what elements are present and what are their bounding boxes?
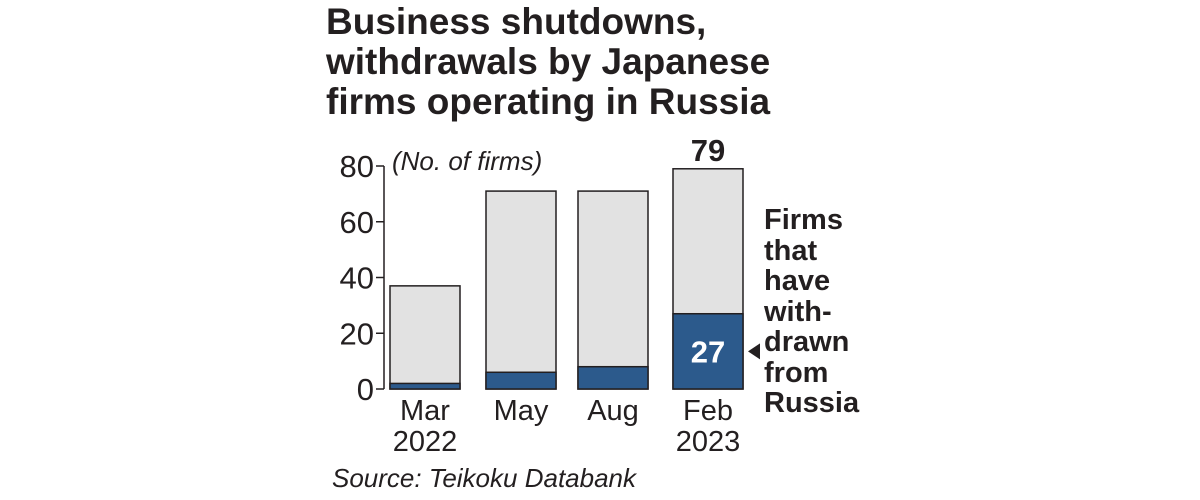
x-category-label: May [494, 395, 549, 427]
y-tick-label: 60 [340, 205, 374, 240]
y-tick-label: 40 [340, 261, 374, 296]
title-line-3: firms operating in Russia [326, 81, 771, 122]
bar-withdrawn [577, 365, 649, 390]
y-tick-label: 0 [357, 372, 374, 407]
x-category-label: Aug [587, 395, 639, 427]
chart-title: Business shutdowns, withdrawals by Japan… [326, 2, 886, 122]
x-category-label: 2022 [393, 426, 458, 458]
withdrawn-series-annotation: Firms that have with- drawn from Russia [764, 205, 904, 419]
annotation-line: Firms [764, 204, 843, 236]
bar-total [389, 285, 461, 390]
title-line-2: withdrawals by Japanese [326, 41, 771, 82]
y-axis: 0 20 40 60 80 [340, 149, 385, 407]
x-category-label: Feb [683, 395, 733, 427]
y-tick-label: 80 [340, 149, 374, 184]
x-category-label: 2023 [676, 426, 741, 458]
annotation-line: drawn [764, 326, 850, 358]
annotation-line: with- [764, 295, 832, 328]
annotation-line: that [764, 234, 818, 267]
annotation-line: have [764, 265, 831, 297]
bar-withdrawn [389, 382, 461, 390]
source-note: Source: Teikoku Databank [332, 463, 637, 493]
data-label-total: 79 [691, 133, 725, 168]
y-tick-label: 20 [340, 316, 374, 351]
data-label-withdrawn: 27 [691, 334, 725, 369]
bars-group: 79 27 [389, 133, 744, 390]
bar-withdrawn [672, 312, 744, 390]
bar-total [485, 190, 557, 390]
annotation-pointer-icon [748, 343, 760, 360]
title-line-1: Business shutdowns, [326, 1, 707, 42]
annotation-line: from [764, 356, 829, 389]
annotation-line: Russia [764, 387, 860, 419]
x-category-label: Mar [400, 395, 450, 427]
bar-withdrawn [485, 371, 557, 390]
bar-total [577, 190, 649, 390]
y-axis-unit-label: (No. of firms) [392, 146, 542, 176]
